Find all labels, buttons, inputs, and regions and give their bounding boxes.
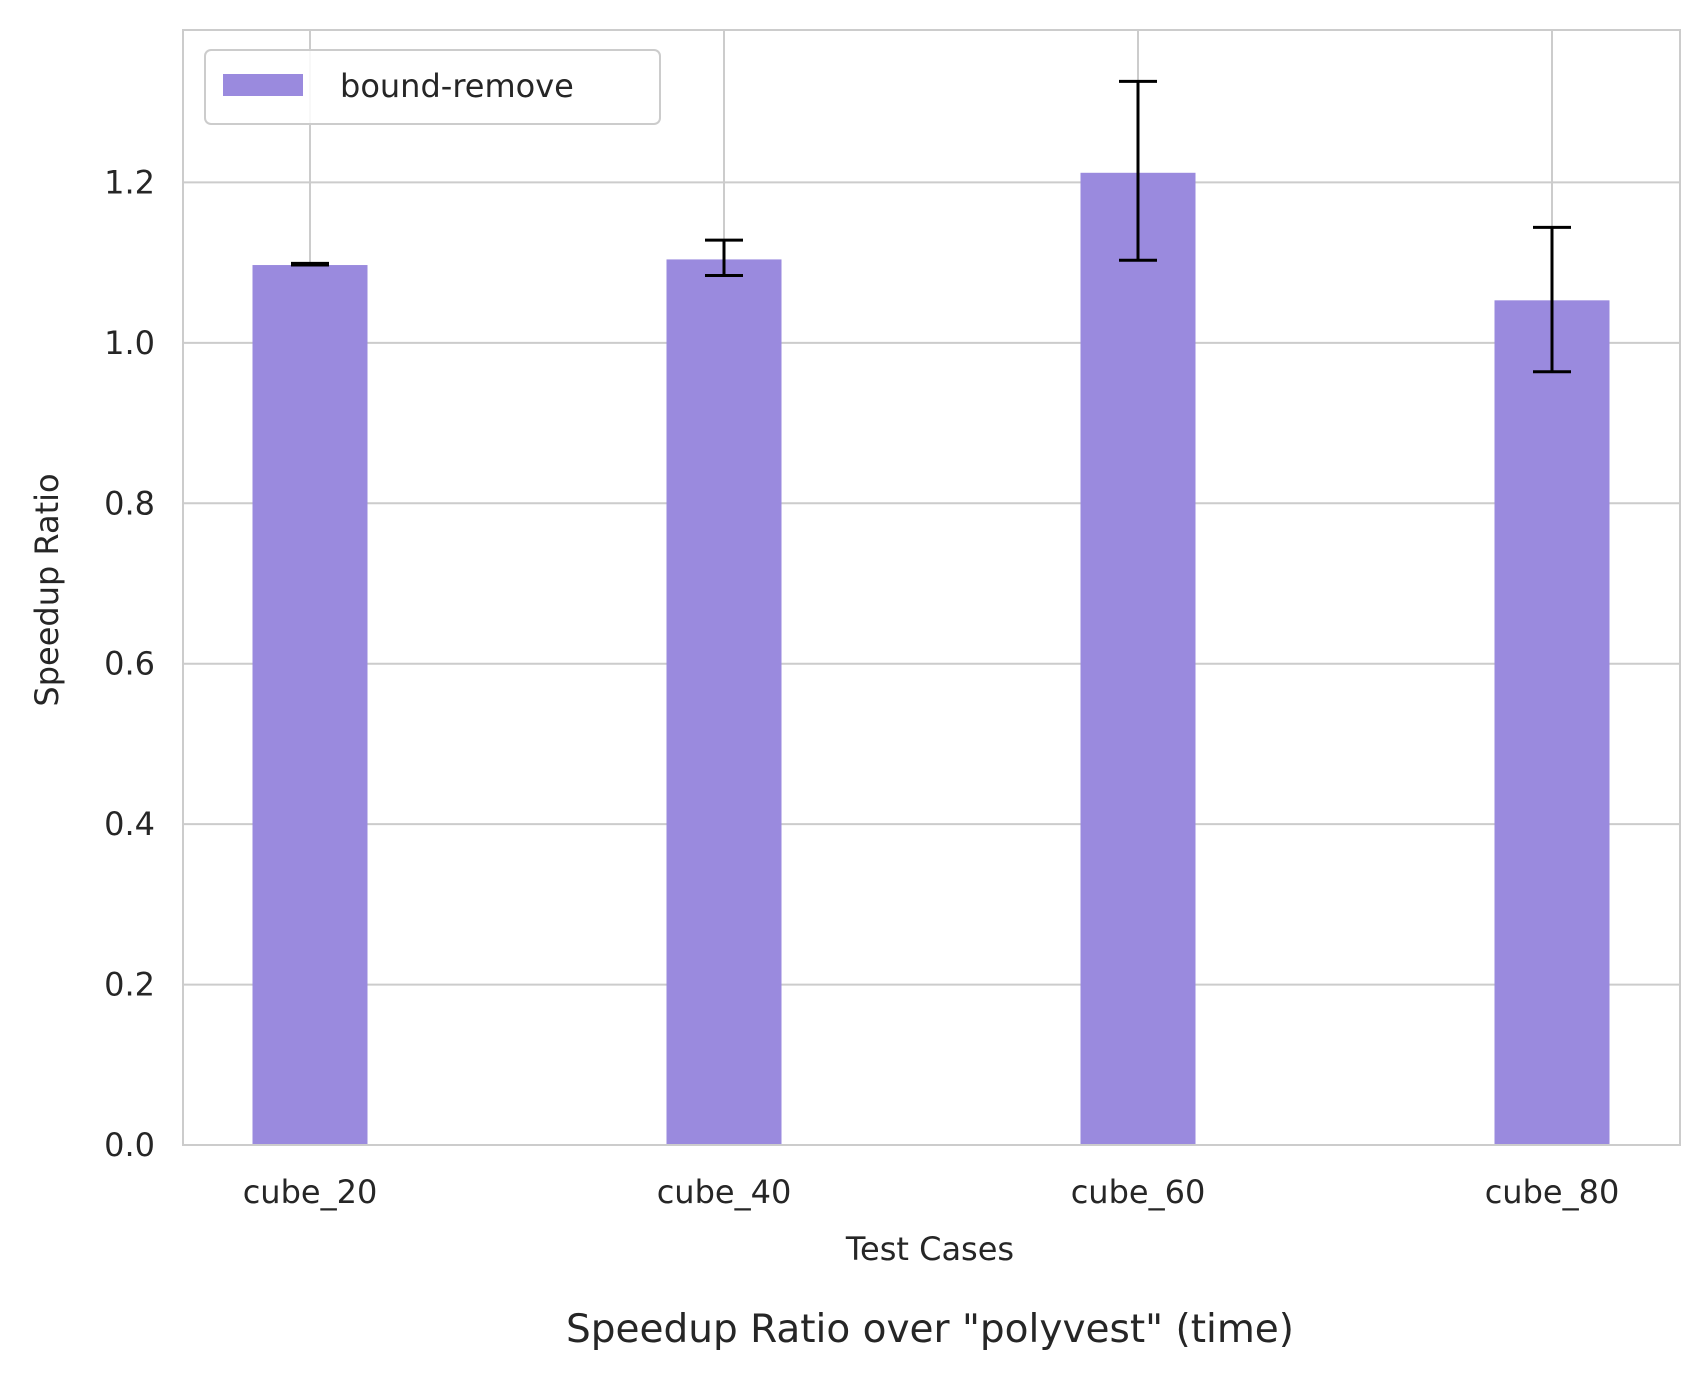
bar-cube_40 [666, 259, 782, 1146]
legend-swatch [223, 74, 303, 96]
x-tick-label: cube_80 [1485, 1173, 1620, 1211]
chart-title: Speedup Ratio over "polyvest" (time) [566, 1307, 1294, 1352]
y-tick-label: 0.8 [104, 484, 155, 522]
x-tick-label: cube_60 [1071, 1173, 1206, 1211]
bar-cube_20 [252, 265, 368, 1146]
grid-lines [183, 30, 1680, 1146]
y-axis-ticks: 0.0 0.2 0.4 0.6 0.8 1.0 1.2 [104, 163, 155, 1164]
x-axis-label: Test Cases [845, 1230, 1014, 1268]
y-tick-label: 1.0 [104, 324, 155, 362]
y-tick-label: 0.6 [104, 645, 155, 683]
y-tick-label: 0.2 [104, 966, 155, 1004]
y-axis-label: Speedup Ratio [28, 473, 66, 706]
x-tick-label: cube_20 [243, 1173, 378, 1211]
y-tick-label: 0.0 [104, 1126, 155, 1164]
error-bars [291, 79, 1571, 374]
legend-label: bound-remove [340, 67, 574, 105]
legend-box [204, 49, 661, 125]
y-tick-label: 0.4 [104, 805, 155, 843]
bars [252, 172, 1610, 1146]
bar-cube_80 [1494, 300, 1610, 1145]
y-tick-label: 1.2 [104, 163, 155, 201]
legend: bound-remove [204, 49, 661, 125]
x-axis-ticks: cube_20 cube_40 cube_60 cube_80 [243, 1173, 1620, 1211]
x-tick-label: cube_40 [657, 1173, 792, 1211]
bar-cube_60 [1080, 172, 1196, 1145]
plot-frame [182, 29, 1681, 1146]
